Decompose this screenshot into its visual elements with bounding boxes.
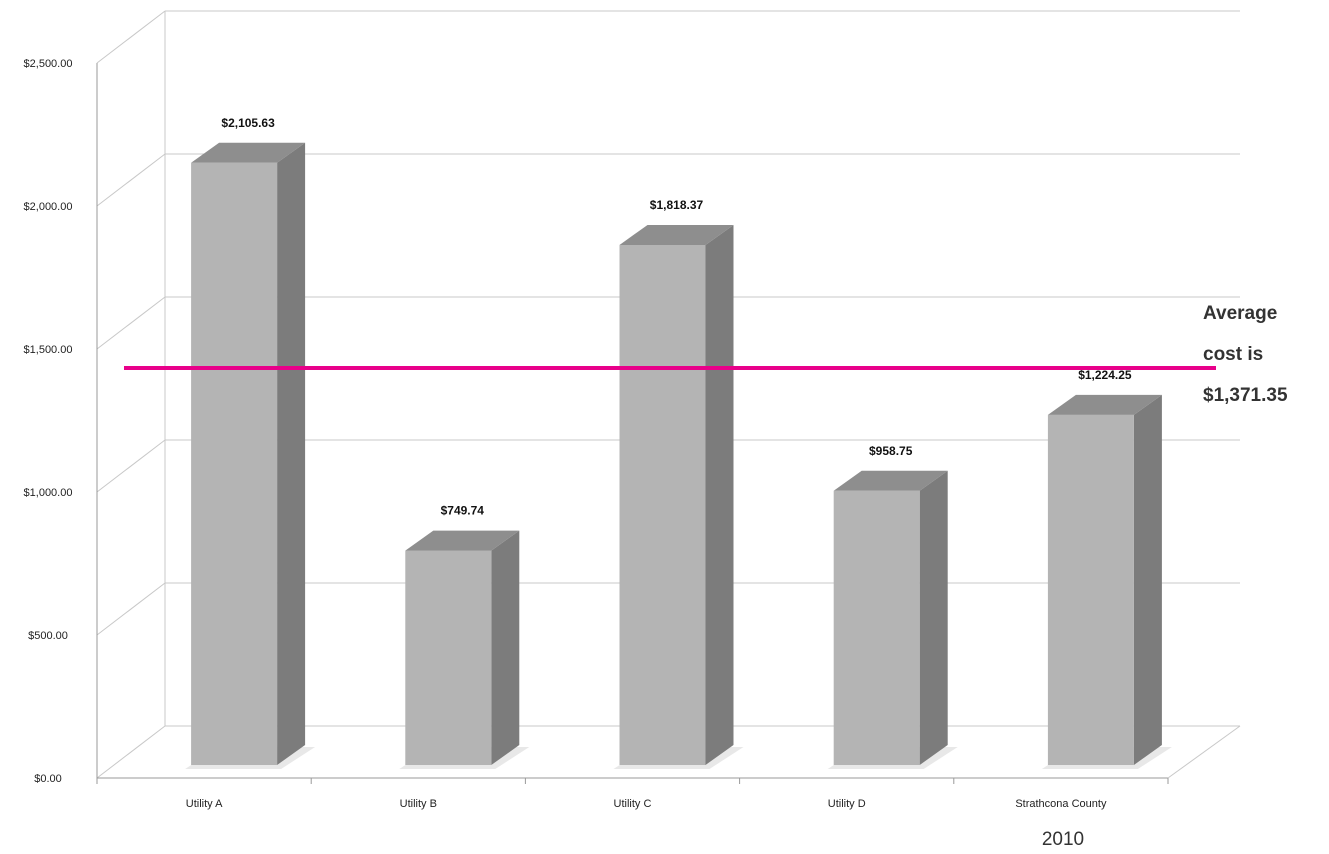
labels-layer: $0.00 $500.00 $1,000.00 $1,500.00 $2,000.00 $… bbox=[24, 58, 1288, 850]
side-wall-line bbox=[96, 296, 166, 350]
y-tick-label: $2,500.00 bbox=[24, 58, 73, 70]
y-tick-label: $0.00 bbox=[34, 773, 62, 785]
side-wall-line bbox=[96, 725, 166, 779]
bar-top bbox=[405, 530, 520, 551]
bar-top bbox=[191, 142, 306, 163]
bar bbox=[827, 470, 958, 769]
data-label: $1,224.25 bbox=[1078, 368, 1132, 382]
bar-side bbox=[491, 530, 520, 765]
bar-side bbox=[705, 224, 734, 766]
x-tick-label: Utility D bbox=[828, 798, 866, 810]
side-wall-line bbox=[96, 153, 166, 207]
bar-front bbox=[191, 162, 278, 766]
average-label: Average bbox=[1203, 303, 1277, 324]
bar-top bbox=[833, 470, 948, 491]
data-label: $958.75 bbox=[869, 444, 913, 458]
bars-layer bbox=[185, 142, 1172, 769]
x-tick-label: Utility B bbox=[400, 798, 437, 810]
average-label: $1,371.35 bbox=[1203, 385, 1288, 406]
bar-side bbox=[277, 142, 306, 766]
bar-front bbox=[833, 490, 920, 765]
bar-side bbox=[1133, 394, 1162, 765]
bar-side bbox=[919, 470, 948, 765]
bar bbox=[399, 530, 530, 769]
bar-front bbox=[619, 244, 706, 766]
bar bbox=[1041, 394, 1172, 769]
floor-edge bbox=[1167, 725, 1241, 779]
x-tick-label: Utility C bbox=[614, 798, 652, 810]
data-label: $749.74 bbox=[441, 504, 485, 518]
bar bbox=[613, 224, 744, 769]
bar-front bbox=[405, 550, 492, 765]
average-label: cost is bbox=[1203, 344, 1263, 365]
y-tick-label: $2,000.00 bbox=[24, 201, 73, 213]
bar-top bbox=[619, 224, 734, 245]
side-wall-line bbox=[96, 582, 166, 636]
bar-front bbox=[1047, 414, 1134, 765]
x-axis-label: 2010 bbox=[1042, 829, 1084, 850]
data-label: $1,818.37 bbox=[650, 198, 704, 212]
side-wall-line bbox=[96, 10, 166, 64]
y-tick-label: $1,000.00 bbox=[24, 487, 73, 499]
y-tick-label: $1,500.00 bbox=[24, 344, 73, 356]
data-label: $2,105.63 bbox=[221, 116, 275, 130]
bar bbox=[185, 142, 316, 769]
x-tick-label: Utility A bbox=[186, 798, 223, 810]
bar-top bbox=[1047, 394, 1162, 415]
x-tick-label: Strathcona County bbox=[1015, 798, 1107, 810]
y-tick-label: $500.00 bbox=[28, 630, 68, 642]
side-wall-line bbox=[96, 439, 166, 493]
